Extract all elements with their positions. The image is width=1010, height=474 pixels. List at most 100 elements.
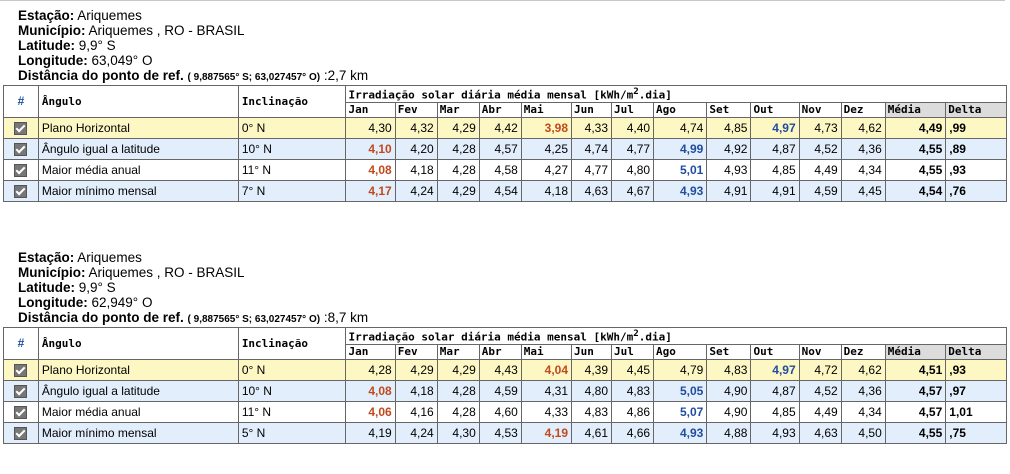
checkbox-checked-icon[interactable] [14, 121, 28, 135]
row-checkbox[interactable] [3, 116, 39, 139]
angulo-cell: Plano Horizontal [37, 358, 239, 381]
month-value-cell: 4,49 [798, 400, 842, 423]
month-header: Jul [611, 343, 655, 360]
month-value-cell: 4,18 [394, 379, 438, 402]
month-value-cell: 4,87 [750, 137, 800, 160]
month-value-cell: 4,72 [798, 358, 842, 381]
latitude-line: Latitude: 9,9° S [18, 38, 1006, 53]
table-row: Maior mínimo mensal 5° N 4,19 4,24 4,30 4,53 4… [3, 421, 1007, 444]
media-cell: 4,55 [884, 421, 947, 444]
row-checkbox[interactable] [3, 358, 39, 381]
latitude-label: Latitude: [18, 280, 75, 295]
irradiacao-header-unit: .dia] [638, 330, 672, 344]
month-header: Jun [571, 343, 613, 360]
station-block: Estação: Ariquemes Município: Ariquemes ,… [0, 8, 1007, 202]
checkbox-checked-icon[interactable] [14, 163, 28, 177]
inclinacao-cell: 5° N [237, 421, 347, 444]
row-checkbox[interactable] [3, 158, 39, 181]
month-value-cell: 4,28 [436, 137, 480, 160]
inclinacao-header: Inclinação [237, 85, 347, 118]
longitude-value: 63,049° O [91, 53, 153, 68]
month-value-cell: 4,08 [345, 158, 396, 181]
month-value-cell: 4,45 [611, 358, 655, 381]
row-checkbox[interactable] [3, 179, 39, 202]
longitude-label: Longitude: [18, 53, 88, 68]
municipio-line: Município: Ariquemes , RO - BRASIL [18, 265, 1006, 280]
delta-cell: ,93 [945, 158, 1007, 181]
checkbox-checked-icon[interactable] [14, 363, 28, 377]
month-value-cell: 4,83 [611, 379, 655, 402]
irradiation-table: # Ângulo Inclinação Irradiação solar diária… [3, 327, 1007, 444]
distancia-line: Distância do ponto de ref. ( 9,887565° S… [18, 310, 1006, 327]
longitude-value: 62,949° O [91, 295, 153, 310]
station-info: Estação: Ariquemes Município: Ariquemes ,… [0, 8, 1006, 85]
checkbox-checked-icon[interactable] [14, 384, 28, 398]
header-row-1: # Ângulo Inclinação Irradiação solar diária… [3, 327, 1007, 360]
month-header: Ago [653, 343, 708, 360]
month-header: Fev [394, 343, 438, 360]
month-value-cell: 4,49 [798, 158, 842, 181]
month-value-cell: 4,83 [706, 358, 752, 381]
month-value-cell: 4,86 [611, 400, 655, 423]
month-value-cell: 4,93 [706, 158, 752, 181]
month-value-cell: 4,67 [611, 179, 655, 202]
month-value-cell: 4,24 [394, 179, 438, 202]
month-value-cell: 4,16 [394, 400, 438, 423]
month-header: Abr [478, 101, 522, 118]
month-value-cell: 4,63 [571, 179, 613, 202]
checkbox-checked-icon[interactable] [14, 184, 28, 198]
month-value-cell: 4,93 [750, 421, 800, 444]
irradiacao-header-sup: 2 [633, 86, 639, 97]
media-cell: 4,57 [884, 379, 947, 402]
checkbox-checked-icon[interactable] [14, 405, 28, 419]
month-value-cell: 4,34 [840, 400, 886, 423]
month-value-cell: 4,06 [345, 400, 396, 423]
row-checkbox[interactable] [3, 137, 39, 160]
inclinacao-cell: 10° N [237, 137, 347, 160]
month-header: Out [750, 343, 800, 360]
row-checkbox[interactable] [3, 379, 39, 402]
angulo-header: Ângulo [37, 327, 239, 360]
checkbox-checked-icon[interactable] [14, 142, 28, 156]
month-value-cell: 4,52 [798, 137, 842, 160]
media-cell: 4,55 [884, 137, 947, 160]
month-value-cell: 4,62 [840, 358, 886, 381]
month-value-cell: 4,97 [750, 358, 800, 381]
checkbox-checked-icon[interactable] [14, 426, 28, 440]
row-checkbox[interactable] [3, 421, 39, 444]
month-value-cell: 4,04 [520, 358, 573, 381]
row-checkbox[interactable] [3, 400, 39, 423]
municipio-value: Ariquemes , RO - BRASIL [88, 265, 245, 280]
estacao-label: Estação: [18, 250, 75, 265]
month-header: Set [706, 343, 752, 360]
irradiacao-header-sup: 2 [633, 328, 639, 339]
longitude-line: Longitude: 63,049° O [18, 53, 1006, 68]
month-value-cell: 4,91 [706, 179, 752, 202]
municipio-label: Município: [18, 265, 86, 280]
month-header: Mar [436, 343, 480, 360]
month-value-cell: 4,85 [706, 116, 752, 139]
month-value-cell: 4,90 [706, 400, 752, 423]
irradiacao-header-text: Irradiação solar diária média mensal [kW… [348, 88, 634, 102]
angulo-cell: Maior média anual [37, 400, 239, 423]
latitude-label: Latitude: [18, 38, 75, 53]
month-value-cell: 4,85 [750, 158, 800, 181]
month-value-cell: 4,74 [653, 116, 708, 139]
month-value-cell: 4,50 [840, 421, 886, 444]
month-value-cell: 4,30 [436, 421, 480, 444]
month-value-cell: 4,28 [436, 158, 480, 181]
media-cell: 4,51 [884, 358, 947, 381]
month-header: Jul [611, 101, 655, 118]
month-value-cell: 4,20 [394, 137, 438, 160]
angulo-cell: Plano Horizontal [37, 116, 239, 139]
month-header: Jan [345, 343, 396, 360]
month-value-cell: 4,45 [840, 179, 886, 202]
month-value-cell: 4,36 [840, 379, 886, 402]
irradiacao-header: Irradiação solar diária média mensal [kW… [345, 327, 1007, 345]
month-value-cell: 4,33 [520, 400, 573, 423]
month-value-cell: 4,32 [394, 116, 438, 139]
media-cell: 4,49 [884, 116, 947, 139]
latitude-value: 9,9° S [78, 38, 116, 53]
delta-cell: ,97 [945, 379, 1007, 402]
month-value-cell: 4,29 [436, 116, 480, 139]
